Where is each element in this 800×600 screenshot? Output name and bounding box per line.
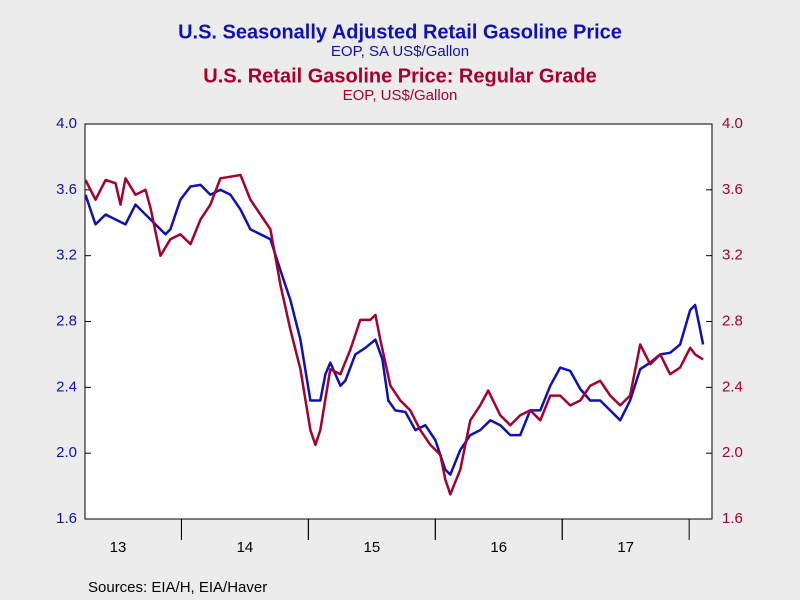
y-tick-label: 2.8 [56,312,77,329]
y-tick-label: 4.0 [56,115,77,132]
y2-tick-label: 1.6 [722,510,743,527]
y2-tick-label: 4.0 [722,115,743,132]
y-tick-label: 2.4 [56,378,77,395]
x-tick-label: 13 [110,539,127,556]
chart-subtitle: EOP, SA US$/Gallon [331,43,469,60]
y-tick-label: 3.6 [56,181,77,198]
y-tick-label: 3.2 [56,247,77,264]
y2-tick-label: 2.4 [722,378,743,395]
x-tick-label: 15 [364,539,381,556]
y2-tick-label: 2.8 [722,312,743,329]
source-note: Sources: EIA/H, EIA/Haver [88,579,267,596]
chart-subtitle-2: EOP, US$/Gallon [343,87,458,104]
y2-tick-label: 2.0 [722,444,743,461]
plot-area [84,123,713,520]
series-line [84,173,704,496]
x-tick-label: 17 [617,539,634,556]
x-tick-label: 16 [490,539,507,556]
x-tick-label: 14 [237,539,254,556]
series-line [84,183,705,476]
chart-title: U.S. Seasonally Adjusted Retail Gasoline… [178,21,622,43]
y2-tick-label: 3.2 [722,247,743,264]
chart-title-2: U.S. Retail Gasoline Price: Regular Grad… [203,65,596,87]
y-tick-label: 2.0 [56,444,77,461]
y2-tick-label: 3.6 [722,181,743,198]
y-tick-label: 1.6 [56,510,77,527]
